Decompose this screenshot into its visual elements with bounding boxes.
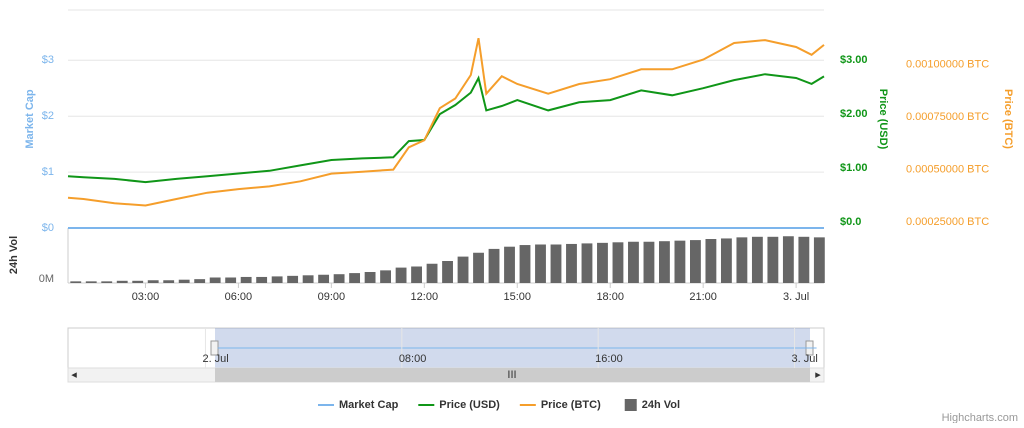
navigator-tick-label: 3. Jul bbox=[792, 353, 818, 365]
legend-label: Market Cap bbox=[339, 399, 399, 411]
volume-bar bbox=[628, 241, 639, 283]
x-tick-label: 3. Jul bbox=[783, 291, 809, 303]
vol-axis-title: 24h Vol bbox=[8, 236, 20, 274]
series-line bbox=[67, 73, 825, 184]
volume-bar bbox=[101, 281, 113, 283]
volume-bar bbox=[163, 280, 175, 283]
volume-bar bbox=[271, 276, 283, 283]
volume-bar bbox=[302, 275, 314, 283]
volume-bar bbox=[519, 245, 531, 283]
scrollbar-grip: III bbox=[507, 369, 516, 381]
volume-bar bbox=[597, 242, 608, 283]
volume-bar bbox=[287, 275, 299, 283]
legend-item[interactable]: 24h Vol bbox=[624, 399, 680, 411]
scroll-left[interactable]: ◂ bbox=[71, 369, 77, 381]
volume-bar bbox=[813, 237, 825, 283]
volume-bar bbox=[132, 280, 144, 283]
scroll-right[interactable]: ▸ bbox=[815, 369, 821, 381]
volume-bar bbox=[442, 261, 453, 283]
volume-bar bbox=[566, 243, 577, 283]
navigator-tick-label: 16:00 bbox=[595, 353, 623, 365]
y-axis-title: Market Cap bbox=[24, 89, 36, 149]
volume-bar bbox=[85, 281, 97, 283]
volume-bar bbox=[720, 238, 732, 283]
legend-item[interactable]: Price (BTC) bbox=[519, 399, 601, 411]
x-tick-label: 12:00 bbox=[411, 291, 439, 303]
volume-bar bbox=[240, 276, 252, 283]
legend-item[interactable]: Market Cap bbox=[318, 399, 399, 411]
volume-bar bbox=[689, 240, 701, 283]
series-line bbox=[67, 37, 825, 207]
volume-bar bbox=[550, 244, 562, 283]
volume-bar bbox=[70, 281, 82, 283]
volume-bar bbox=[147, 280, 159, 283]
navigator-tick-label: 08:00 bbox=[399, 353, 427, 365]
volume-bar bbox=[674, 240, 686, 283]
y3-tick-label: 0.00075000 BTC bbox=[906, 111, 989, 123]
volume-bar bbox=[380, 270, 392, 283]
volume-bar bbox=[318, 274, 330, 283]
y-tick-label: $2 bbox=[42, 110, 54, 122]
x-tick-label: 21:00 bbox=[689, 291, 717, 303]
volume-bar bbox=[225, 277, 237, 283]
volume-bar bbox=[364, 272, 376, 283]
volume-bar bbox=[705, 239, 717, 283]
y3-axis-title: Price (BTC) bbox=[1002, 89, 1014, 149]
volume-bar bbox=[504, 246, 515, 283]
volume-bar bbox=[411, 266, 422, 283]
volume-bar bbox=[736, 237, 748, 283]
legend-item[interactable]: Price (USD) bbox=[418, 399, 500, 411]
x-tick-label: 15:00 bbox=[503, 291, 531, 303]
volume-bar bbox=[488, 248, 500, 283]
vol-tick-label: 0M bbox=[39, 273, 54, 285]
volume-bar bbox=[426, 263, 438, 283]
volume-bar bbox=[767, 236, 779, 283]
volume-bar bbox=[333, 274, 345, 283]
x-tick-label: 06:00 bbox=[225, 291, 253, 303]
x-tick-label: 09:00 bbox=[318, 291, 346, 303]
volume-bar bbox=[798, 236, 810, 283]
volume-bar bbox=[209, 277, 221, 283]
volume-bar bbox=[194, 279, 206, 283]
y2-tick-label: $1.00 bbox=[840, 162, 868, 174]
volume-bar bbox=[116, 280, 128, 283]
y2-tick-label: $2.00 bbox=[840, 108, 868, 120]
y-tick-label: $0 bbox=[42, 222, 54, 234]
volume-bar bbox=[612, 242, 624, 283]
volume-bar bbox=[751, 236, 763, 283]
volume-bar bbox=[473, 252, 484, 283]
volume-bar bbox=[256, 276, 268, 283]
volume-bar bbox=[349, 273, 361, 283]
volume-bar bbox=[782, 236, 794, 283]
volume-bar bbox=[643, 241, 655, 283]
volume-bar bbox=[535, 244, 546, 283]
volume-bar bbox=[581, 243, 593, 283]
scrollbar-thumb[interactable] bbox=[215, 368, 810, 382]
y-tick-label: $3 bbox=[42, 54, 54, 66]
volume-bar bbox=[659, 241, 670, 283]
volume-bar bbox=[457, 256, 469, 283]
y3-tick-label: 0.00025000 BTC bbox=[906, 216, 989, 228]
navigator-tick-label: 2. Jul bbox=[202, 353, 228, 365]
y2-tick-label: $0.0 bbox=[840, 216, 861, 228]
volume-bar bbox=[178, 279, 190, 283]
x-tick-label: 03:00 bbox=[132, 291, 160, 303]
x-tick-label: 18:00 bbox=[596, 291, 624, 303]
y2-tick-label: $3.00 bbox=[840, 54, 868, 66]
y2-axis-title: Price (USD) bbox=[877, 89, 889, 150]
credits[interactable]: Highcharts.com bbox=[942, 412, 1018, 424]
volume-bar bbox=[395, 267, 407, 283]
legend-label: 24h Vol bbox=[642, 399, 680, 411]
legend-swatch bbox=[624, 399, 637, 411]
y3-tick-label: 0.00100000 BTC bbox=[906, 58, 989, 70]
legend-label: Price (USD) bbox=[439, 399, 500, 411]
legend-label: Price (BTC) bbox=[541, 399, 601, 411]
y-tick-label: $1 bbox=[42, 166, 54, 178]
y3-tick-label: 0.00050000 BTC bbox=[906, 163, 989, 175]
